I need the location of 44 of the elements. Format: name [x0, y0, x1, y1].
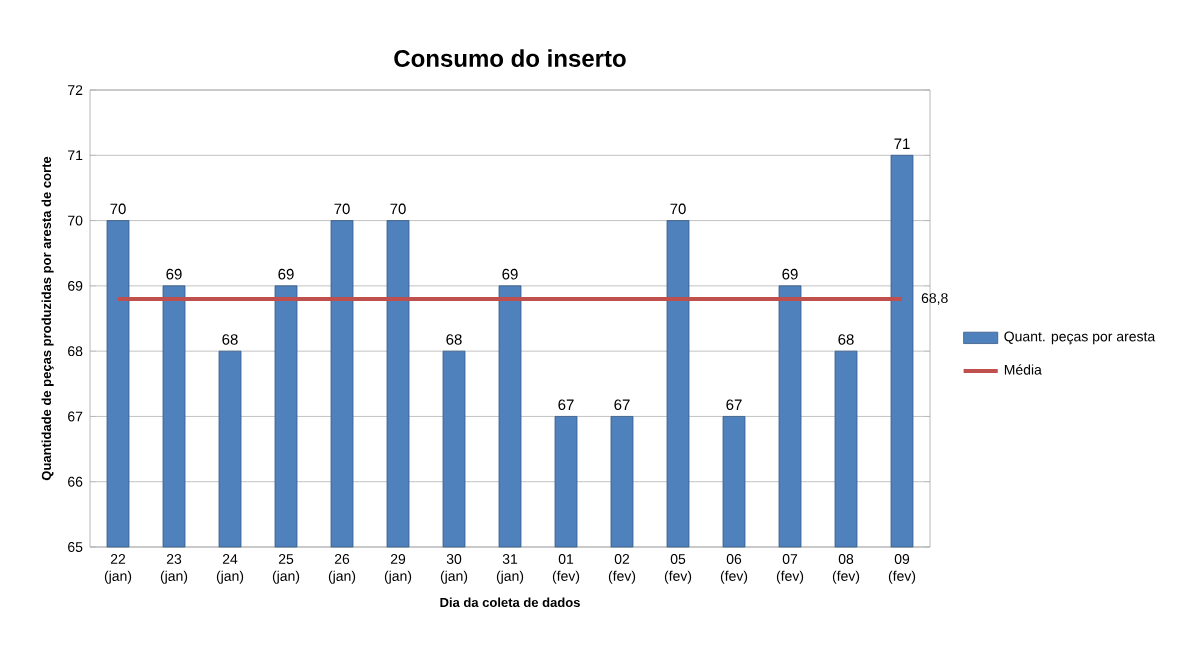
data-label: 69 — [278, 268, 294, 280]
data-label: 70 — [390, 203, 406, 215]
data-label: 69 — [166, 268, 182, 280]
y-tick-label: 68 — [68, 346, 83, 357]
x-tick-label: 01 (fev) — [552, 554, 580, 584]
y-tick-label: 71 — [68, 150, 83, 161]
legend-label: Média — [1004, 364, 1042, 375]
x-tick-label: 30 (jan) — [440, 554, 468, 584]
y-tick-label: 70 — [68, 215, 83, 226]
x-tick-label: 22 (jan) — [104, 554, 132, 584]
data-label: 67 — [614, 399, 630, 411]
legend-label: Quant. peças por aresta — [1004, 331, 1156, 345]
y-tick-label: 65 — [68, 542, 83, 552]
x-tick-label: 09 (fev) — [888, 554, 916, 584]
chart-title: Consumo do inserto — [394, 49, 626, 67]
x-axis-title: Dia da coleta de dados — [440, 597, 580, 608]
x-tick-label: 29 (jan) — [384, 554, 412, 584]
data-label: 70 — [334, 203, 350, 215]
x-tick-label: 05 (fev) — [664, 554, 692, 584]
x-tick-label: 26 (jan) — [328, 554, 356, 584]
x-tick-label: 25 (jan) — [272, 554, 300, 584]
data-label: 67 — [558, 399, 574, 411]
x-tick-label: 23 (jan) — [160, 554, 188, 584]
data-label: 70 — [670, 203, 686, 215]
data-label: 69 — [502, 268, 518, 280]
y-tick-label: 72 — [68, 85, 83, 95]
x-tick-label: 07 (fev) — [776, 554, 804, 584]
y-tick-label: 66 — [68, 476, 83, 487]
y-tick-label: 67 — [68, 411, 83, 422]
data-label: 68,8 — [921, 293, 948, 305]
data-label: 71 — [894, 138, 910, 149]
x-tick-label: 24 (jan) — [216, 554, 244, 584]
x-tick-label: 06 (fev) — [720, 554, 748, 584]
data-label: 67 — [726, 399, 742, 411]
y-tick-label: 69 — [68, 280, 83, 291]
data-label: 70 — [110, 203, 126, 215]
x-tick-label: 02 (fev) — [608, 554, 636, 584]
x-tick-label: 31 (jan) — [496, 554, 524, 584]
data-label: 68 — [838, 334, 854, 345]
y-axis-title: Quantidade de peças produzidas por aresta de corte — [41, 156, 54, 481]
data-label: 68 — [446, 334, 462, 345]
data-label: 69 — [782, 268, 798, 280]
data-label: 68 — [222, 334, 238, 345]
x-tick-label: 08 (fev) — [832, 554, 860, 584]
